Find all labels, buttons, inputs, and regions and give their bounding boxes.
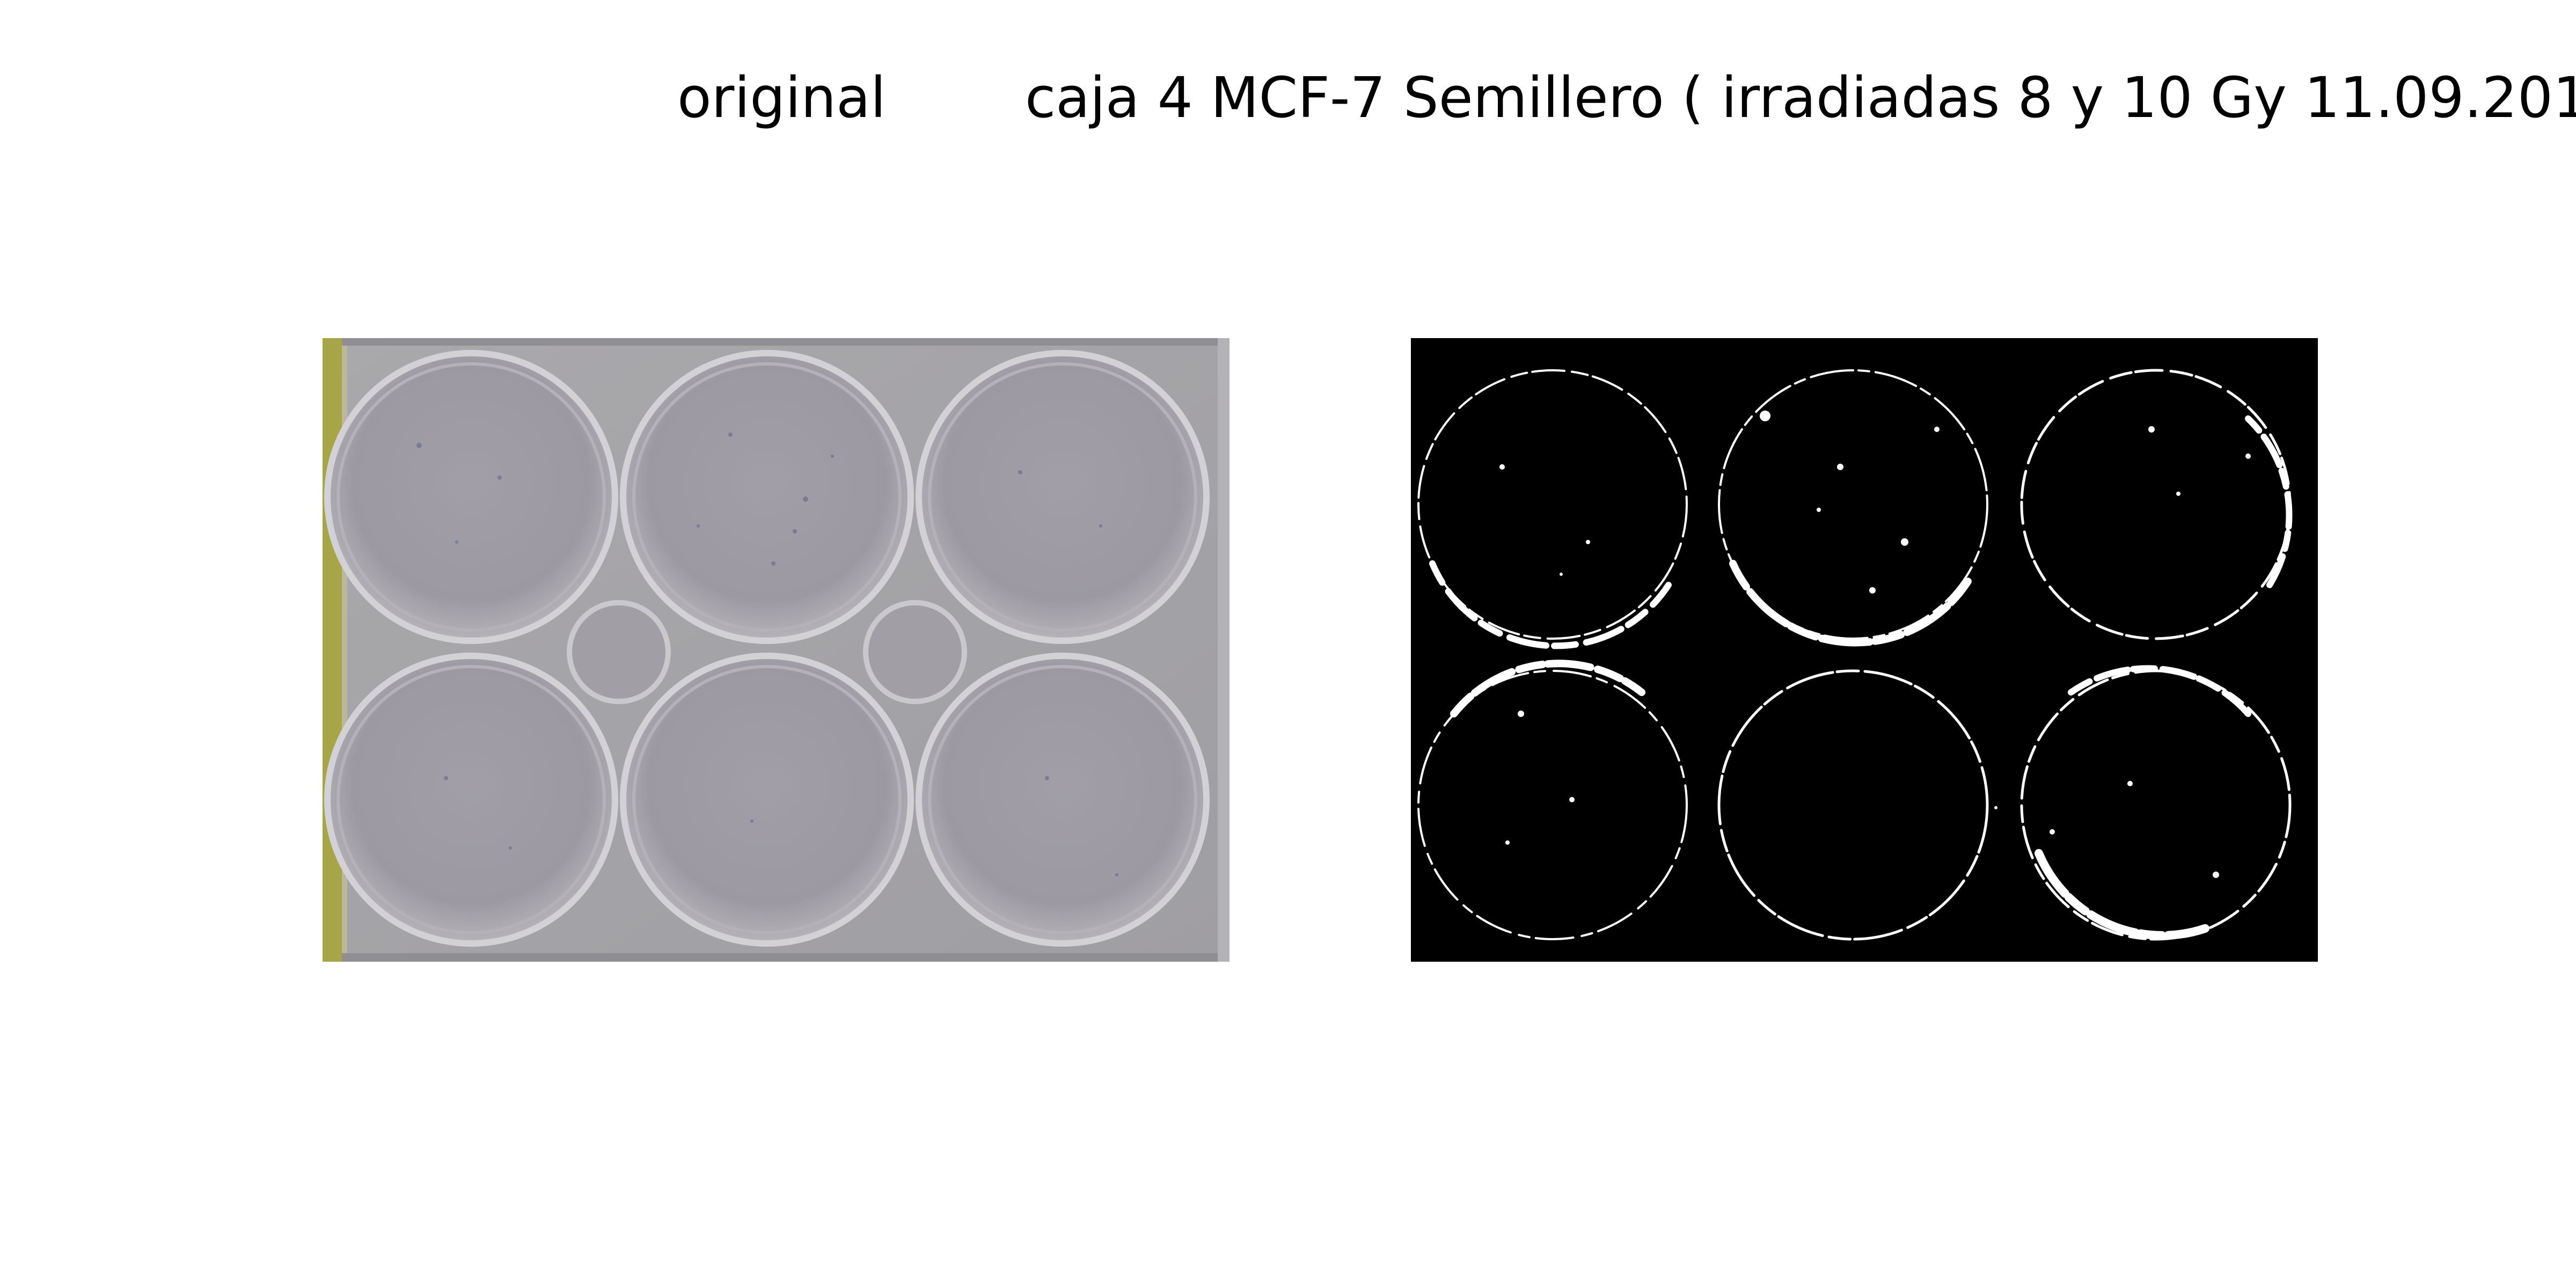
well-top-middle [623,353,911,641]
small-well-left [569,603,668,701]
original-plate-svg [323,338,1230,962]
mask-background [1411,338,2318,962]
original-title: original [677,70,886,126]
well-bottom-right [919,656,1206,943]
plate-left-edge [323,338,342,962]
small-well-right [866,603,964,701]
plate-bottom-rim [342,953,1230,962]
plate-top-rim [342,338,1230,346]
binary-mask-svg [1411,338,2318,962]
well-bottom-left [327,656,615,943]
original-plate-image [323,338,1230,962]
well-bottom-middle [623,656,911,943]
binary-mask-image [1411,338,2318,962]
experiment-title: caja 4 MCF-7 Semillero ( irradiadas 8 y … [1025,70,2576,126]
well-top-left [327,353,615,641]
well-top-right [919,353,1206,641]
plate-right-rim [1218,338,1230,962]
